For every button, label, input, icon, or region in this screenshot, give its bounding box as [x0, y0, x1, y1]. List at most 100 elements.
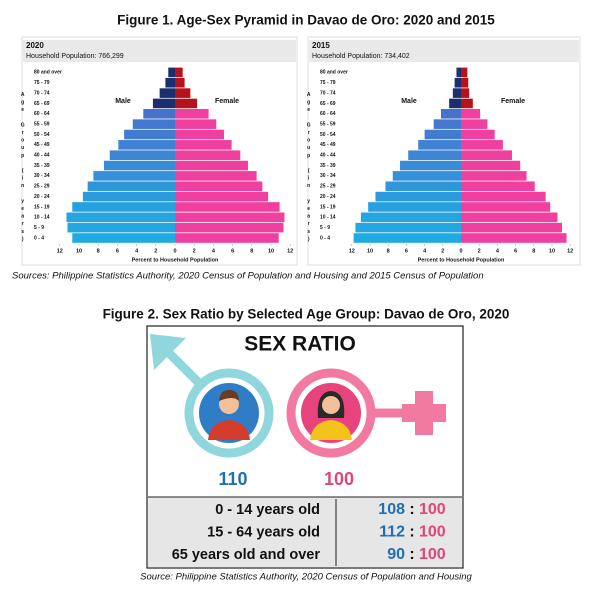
male-bar [109, 150, 175, 160]
female-head [322, 396, 340, 414]
age-label: 35 - 39 [34, 163, 50, 169]
x-tick-label: 2 [478, 248, 481, 254]
age-label: 75 - 79 [34, 80, 50, 86]
panel-subtitle: Household Population: 766,299 [26, 53, 124, 60]
source: Sources: Philippine Statistics Authority… [12, 271, 484, 282]
male-bar [353, 233, 461, 243]
female-bar [175, 181, 263, 192]
female-bar [461, 191, 546, 202]
x-tick-label: 10 [367, 248, 373, 254]
male-bar [368, 202, 461, 212]
age-label: 5 - 9 [34, 225, 44, 231]
panel-subtitle: Household Population: 734,402 [312, 53, 410, 60]
female-bar [175, 129, 224, 140]
female-ratio: 100 [419, 501, 446, 518]
x-tick-label: 12 [287, 248, 293, 254]
age-label: 10 - 14 [34, 215, 50, 221]
female-bar [175, 233, 279, 243]
x-tick-label: 12 [567, 248, 573, 254]
female-ratio: 100 [419, 546, 446, 563]
female-bar [461, 98, 473, 109]
female-bar [175, 98, 198, 109]
male-bar [392, 171, 461, 181]
male-bar [93, 171, 175, 181]
x-tick-label: 10 [549, 248, 555, 254]
female-bar [461, 67, 468, 78]
male-bar [66, 212, 175, 223]
female-bar [461, 171, 527, 181]
x-tick-label: 8 [97, 248, 100, 254]
age-group: 65 years old and over [172, 547, 321, 563]
female-bar [461, 119, 488, 129]
male-bar [72, 202, 175, 212]
male-bar [360, 212, 461, 223]
male-ratio: 90 [387, 546, 405, 563]
male-bar [143, 109, 175, 119]
separator: : [409, 546, 414, 563]
female-ring [286, 368, 376, 458]
male-bar [385, 181, 461, 192]
age-label: 25 - 29 [320, 184, 336, 190]
age-label: 35 - 39 [320, 163, 336, 169]
x-tick-label: 0 [459, 248, 462, 254]
age-label: 45 - 49 [320, 142, 336, 148]
age-label: 60 - 64 [320, 111, 336, 117]
female-total: 100 [324, 469, 354, 489]
male-bar [67, 222, 175, 233]
male-bar [124, 129, 175, 140]
source: Source: Philippine Statistics Authority,… [140, 572, 472, 583]
figure-title: Figure 2. Sex Ratio by Selected Age Grou… [103, 307, 510, 322]
age-label: 20 - 24 [34, 194, 50, 200]
age-label: 40 - 44 [320, 153, 336, 159]
x-axis-label: Percent to Household Population [132, 257, 219, 263]
age-label: 75 - 79 [320, 80, 336, 86]
female-bar [461, 150, 512, 160]
female-bar [461, 77, 469, 88]
male-bar [355, 222, 461, 233]
female-bar [175, 212, 285, 223]
age-label: 15 - 19 [34, 204, 50, 210]
x-tick-label: 2 [193, 248, 196, 254]
male-bar [82, 191, 175, 202]
female-bar [461, 129, 495, 140]
table-bg [148, 497, 462, 567]
x-tick-label: 6 [514, 248, 517, 254]
age-label: 20 - 24 [320, 194, 336, 200]
x-tick-label: 2 [154, 248, 157, 254]
female-bar [461, 140, 503, 150]
female-bar [461, 222, 563, 233]
x-tick-label: 8 [387, 248, 390, 254]
figure-title: Figure 1. Age-Sex Pyramid in Davao de Or… [117, 13, 495, 28]
heading: SEX RATIO [244, 333, 356, 356]
male-bar [449, 98, 461, 109]
age-label: 30 - 34 [320, 173, 336, 179]
female-bar [175, 191, 269, 202]
age-label: 5 - 9 [320, 225, 330, 231]
separator: : [409, 501, 414, 518]
male-bar [87, 181, 175, 192]
age-label: 50 - 54 [320, 132, 336, 138]
y-axis-label: Age Group (in years) [306, 92, 312, 244]
age-label: 50 - 54 [34, 132, 50, 138]
age-label: 40 - 44 [34, 153, 50, 159]
panel-header [309, 40, 579, 62]
male-hair [219, 390, 239, 401]
female-bar [461, 160, 521, 171]
x-tick-label: 6 [405, 248, 408, 254]
pyramid-chart: 2015 Household Population: 734,402 Age Gro… [306, 36, 581, 266]
male-shirt [208, 420, 250, 440]
male-bar [72, 233, 175, 243]
x-tick-label: 8 [250, 248, 253, 254]
x-tick-label: 10 [268, 248, 274, 254]
female-bar [175, 222, 284, 233]
female-bar [175, 67, 183, 78]
female-cross-v [415, 391, 433, 435]
panel-header [23, 40, 296, 62]
age-label: 60 - 64 [34, 111, 50, 117]
female-bar [461, 88, 470, 98]
age-group: 15 - 64 years old [207, 524, 320, 540]
x-tick-label: 12 [57, 248, 63, 254]
female-bar [461, 202, 551, 212]
